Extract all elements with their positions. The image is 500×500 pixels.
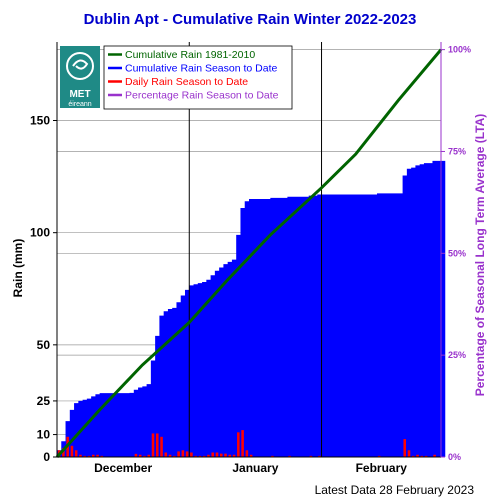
month-tick-labels: December January February (94, 461, 407, 475)
month-label: December (94, 461, 152, 475)
daily-bar (249, 454, 253, 457)
daily-bar (420, 455, 424, 457)
legend-entry: Cumulative Rain 1981-2010 (125, 49, 255, 61)
daily-bar (134, 453, 138, 457)
daily-bar (318, 455, 321, 457)
legend-entry: Cumulative Rain Season to Date (125, 63, 277, 75)
daily-bar (143, 455, 146, 457)
legend-entry: Percentage Rain Season to Date (125, 90, 279, 102)
left-tick-label: 10 (37, 428, 51, 442)
daily-bar (211, 452, 215, 457)
logo-background (60, 46, 100, 108)
left-tick-label: 0 (43, 450, 50, 464)
month-label: February (356, 461, 408, 475)
daily-bar (309, 455, 313, 457)
daily-bar (164, 452, 168, 457)
cumulative-season-area (57, 160, 446, 457)
legend-entry: Daily Rain Season to Date (125, 76, 248, 88)
daily-bar (168, 454, 172, 457)
legend-box (103, 45, 293, 110)
left-tick-label: 25 (37, 394, 51, 408)
daily-bar (241, 430, 244, 457)
daily-bar (407, 450, 411, 457)
latest-data-footer: Latest Data 28 February 2023 (315, 483, 475, 497)
daily-bar (83, 455, 87, 457)
daily-bar (181, 450, 185, 457)
daily-bar (424, 455, 428, 457)
daily-bar (237, 432, 240, 457)
daily-bar (74, 450, 78, 457)
lta-line (55, 48, 443, 459)
chart-title: Dublin Apt - Cumulative Rain Winter 2022… (84, 11, 417, 28)
daily-bar (433, 454, 436, 457)
right-tick-label: 25% (448, 350, 466, 360)
daily-bar (155, 433, 159, 457)
daily-bar (173, 455, 176, 457)
daily-bar (138, 454, 142, 457)
axes (56, 42, 442, 458)
left-axis-ticks: 0 10 25 50 100 150 (30, 114, 57, 464)
met-eireann-logo: MET éireann (60, 46, 100, 108)
daily-bar (232, 454, 236, 457)
daily-bar (70, 445, 74, 457)
daily-bar (377, 455, 381, 457)
daily-bar (62, 448, 65, 457)
left-tick-label: 100 (30, 226, 50, 240)
right-axis-ticks: 0% 25% 50% 75% 100% (441, 45, 471, 462)
daily-bar (91, 454, 95, 457)
month-label: January (232, 461, 278, 475)
logo-text-top: MET (69, 89, 90, 100)
daily-bar (245, 450, 249, 457)
logo-text-bottom: éireann (68, 101, 91, 108)
right-tick-label: 100% (448, 45, 471, 55)
logo-swirl-icon (66, 52, 94, 80)
daily-bar (177, 451, 180, 457)
daily-bar (224, 453, 227, 457)
daily-bar (185, 451, 189, 457)
daily-bar (411, 455, 415, 457)
daily-bar (151, 433, 155, 457)
daily-bar (228, 454, 232, 457)
daily-bar (288, 455, 291, 457)
right-axis-label: Percentage of Seasonal Long Term Average… (473, 114, 487, 397)
left-tick-label: 150 (30, 114, 50, 128)
right-tick-label: 75% (448, 146, 466, 156)
daily-bar (219, 453, 223, 457)
daily-bar (194, 455, 197, 457)
y-axis-label: Rain (mm) (11, 239, 25, 298)
legend: Cumulative Rain 1981-2010 Cumulative Rain… (103, 45, 293, 110)
daily-bar (271, 455, 274, 457)
cumulative-season-fill (57, 160, 446, 457)
month-boundaries (188, 42, 323, 457)
daily-bar (207, 454, 210, 457)
daily-bar (87, 455, 91, 457)
left-tick-label: 50 (37, 338, 51, 352)
daily-bar (416, 454, 419, 457)
daily-bar (100, 455, 104, 457)
lta-line-group (55, 48, 443, 459)
daily-bar (403, 439, 407, 457)
daily-bar (215, 452, 219, 457)
right-tick-label: 50% (448, 248, 466, 258)
daily-bar (160, 436, 163, 457)
logo-swirl-inner-icon (72, 59, 89, 70)
daily-bar (190, 452, 193, 457)
daily-bar (79, 454, 82, 457)
daily-bar (198, 455, 202, 457)
right-tick-label: 0% (448, 452, 461, 462)
daily-bar (202, 455, 206, 457)
daily-bar (96, 454, 99, 457)
daily-bar (147, 454, 151, 457)
